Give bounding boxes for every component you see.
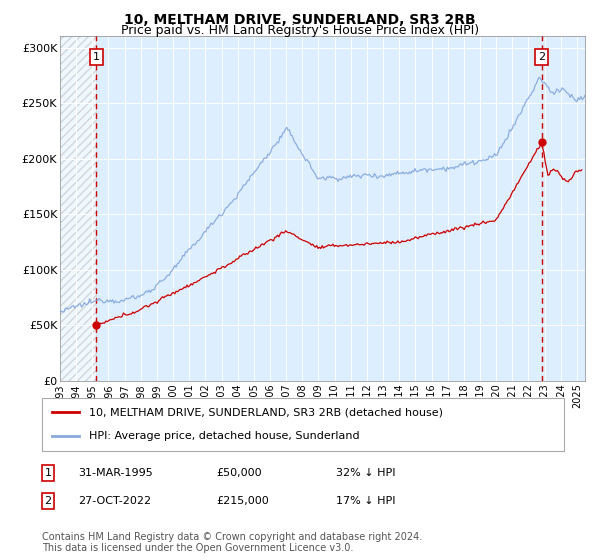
Text: 1: 1 [93, 52, 100, 62]
Text: HPI: Average price, detached house, Sunderland: HPI: Average price, detached house, Sund… [89, 431, 359, 441]
Text: Price paid vs. HM Land Registry's House Price Index (HPI): Price paid vs. HM Land Registry's House … [121, 24, 479, 37]
Text: 10, MELTHAM DRIVE, SUNDERLAND, SR3 2RB: 10, MELTHAM DRIVE, SUNDERLAND, SR3 2RB [124, 13, 476, 27]
Text: 32% ↓ HPI: 32% ↓ HPI [336, 468, 395, 478]
Text: £50,000: £50,000 [216, 468, 262, 478]
Text: 31-MAR-1995: 31-MAR-1995 [78, 468, 153, 478]
Text: £215,000: £215,000 [216, 496, 269, 506]
Text: 17% ↓ HPI: 17% ↓ HPI [336, 496, 395, 506]
Text: Contains HM Land Registry data © Crown copyright and database right 2024.
This d: Contains HM Land Registry data © Crown c… [42, 531, 422, 553]
Text: 1: 1 [44, 468, 52, 478]
Text: 10, MELTHAM DRIVE, SUNDERLAND, SR3 2RB (detached house): 10, MELTHAM DRIVE, SUNDERLAND, SR3 2RB (… [89, 408, 443, 418]
Text: 27-OCT-2022: 27-OCT-2022 [78, 496, 151, 506]
Text: 2: 2 [44, 496, 52, 506]
Bar [60, 36, 97, 381]
Text: 2: 2 [538, 52, 545, 62]
FancyBboxPatch shape [42, 398, 564, 451]
